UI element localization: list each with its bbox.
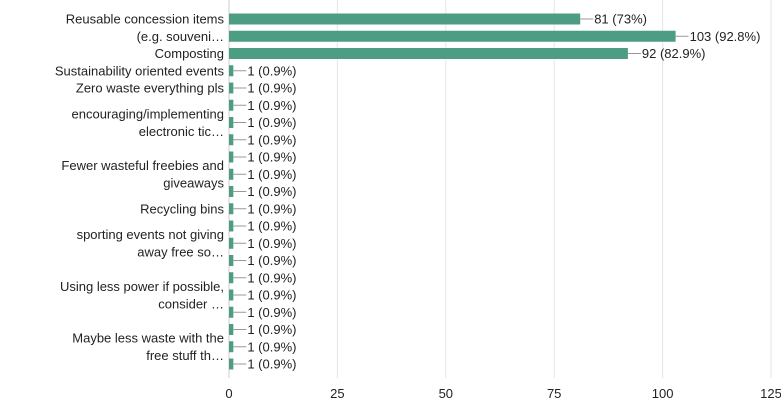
bar-14 <box>229 255 234 266</box>
value-label-4: 1 (0.9%) <box>247 81 296 96</box>
x-tick-100: 100 <box>652 386 674 401</box>
value-label-18: 1 (0.9%) <box>247 322 296 337</box>
category-label-4-line-1: electronic tic… <box>139 124 224 139</box>
value-label-14: 1 (0.9%) <box>247 253 296 268</box>
category-label-5-line-0: Fewer wasteful freebies and <box>61 158 224 173</box>
value-label-11: 1 (0.9%) <box>247 201 296 216</box>
category-label-5-line-1: giveaways <box>163 176 224 191</box>
category-label-8-line-0: Using less power if possible, <box>60 279 224 294</box>
bar-17 <box>229 306 234 318</box>
value-label-6: 1 (0.9%) <box>247 115 296 130</box>
bar-15 <box>229 272 234 284</box>
bar-18 <box>229 324 234 335</box>
x-tick-75: 75 <box>547 386 561 401</box>
category-label-4-line-0: encouraging/implementing <box>72 106 224 121</box>
value-label-1: 103 (92.8%) <box>690 29 761 44</box>
value-label-19: 1 (0.9%) <box>247 339 296 354</box>
bar-13 <box>229 237 234 249</box>
category-label-6-line-0: Recycling bins <box>140 201 224 216</box>
value-label-8: 1 (0.9%) <box>247 150 296 165</box>
x-tick-50: 50 <box>439 386 453 401</box>
bar-7 <box>229 134 234 146</box>
value-label-16: 1 (0.9%) <box>247 288 296 303</box>
value-label-2: 92 (82.9%) <box>642 46 706 61</box>
category-label-3-line-0: Zero waste everything pls <box>76 81 225 96</box>
bar-2 <box>229 48 628 59</box>
bar-6 <box>229 117 234 128</box>
value-label-13: 1 (0.9%) <box>247 236 296 251</box>
category-label-2-line-0: Sustainability oriented events <box>55 63 225 78</box>
bar-8 <box>229 151 234 163</box>
bar-19 <box>229 341 234 353</box>
category-label-1-line-0: Composting <box>155 46 224 61</box>
value-label-0: 81 (73%) <box>594 12 647 27</box>
value-label-3: 1 (0.9%) <box>247 63 296 78</box>
bar-5 <box>229 99 234 111</box>
bar-11 <box>229 203 234 215</box>
bar-20 <box>229 358 234 370</box>
x-tick-0: 0 <box>225 386 232 401</box>
bar-1 <box>229 30 676 42</box>
x-axis-ticks: 0 25 50 75 100 125 <box>225 386 781 401</box>
value-label-10: 1 (0.9%) <box>247 184 296 199</box>
x-tick-25: 25 <box>330 386 344 401</box>
value-label-9: 1 (0.9%) <box>247 167 296 182</box>
value-label-5: 1 (0.9%) <box>247 98 296 113</box>
value-label-12: 1 (0.9%) <box>247 219 296 234</box>
category-label-7-line-1: away free so… <box>137 245 224 260</box>
bar-4 <box>229 82 234 94</box>
category-label-7-line-0: sporting events not giving <box>77 227 224 242</box>
bars-group <box>229 13 676 370</box>
bar-10 <box>229 186 234 197</box>
category-label-9-line-0: Maybe less waste with the <box>72 331 224 346</box>
category-label-0-line-1: (e.g. souveni… <box>137 29 224 44</box>
x-tick-125: 125 <box>760 386 781 401</box>
value-label-15: 1 (0.9%) <box>247 270 296 285</box>
value-label-7: 1 (0.9%) <box>247 132 296 147</box>
value-label-17: 1 (0.9%) <box>247 305 296 320</box>
category-label-9-line-1: free stuff th… <box>146 348 224 363</box>
category-label-8-line-1: consider … <box>158 296 224 311</box>
bar-3 <box>229 65 234 77</box>
category-labels-group: Reusable concession items (e.g. souveni… C… <box>55 11 225 363</box>
bar-16 <box>229 289 234 301</box>
bar-0 <box>229 13 581 25</box>
bar-12 <box>229 220 234 232</box>
value-label-20: 1 (0.9%) <box>247 357 296 372</box>
bar-9 <box>229 168 234 180</box>
value-labels-group: 81 (73%) 103 (92.8%) 92 (82.9%) 1 (0.9%) 1 (… <box>233 12 760 372</box>
category-label-0-line-0: Reusable concession items <box>66 11 225 26</box>
